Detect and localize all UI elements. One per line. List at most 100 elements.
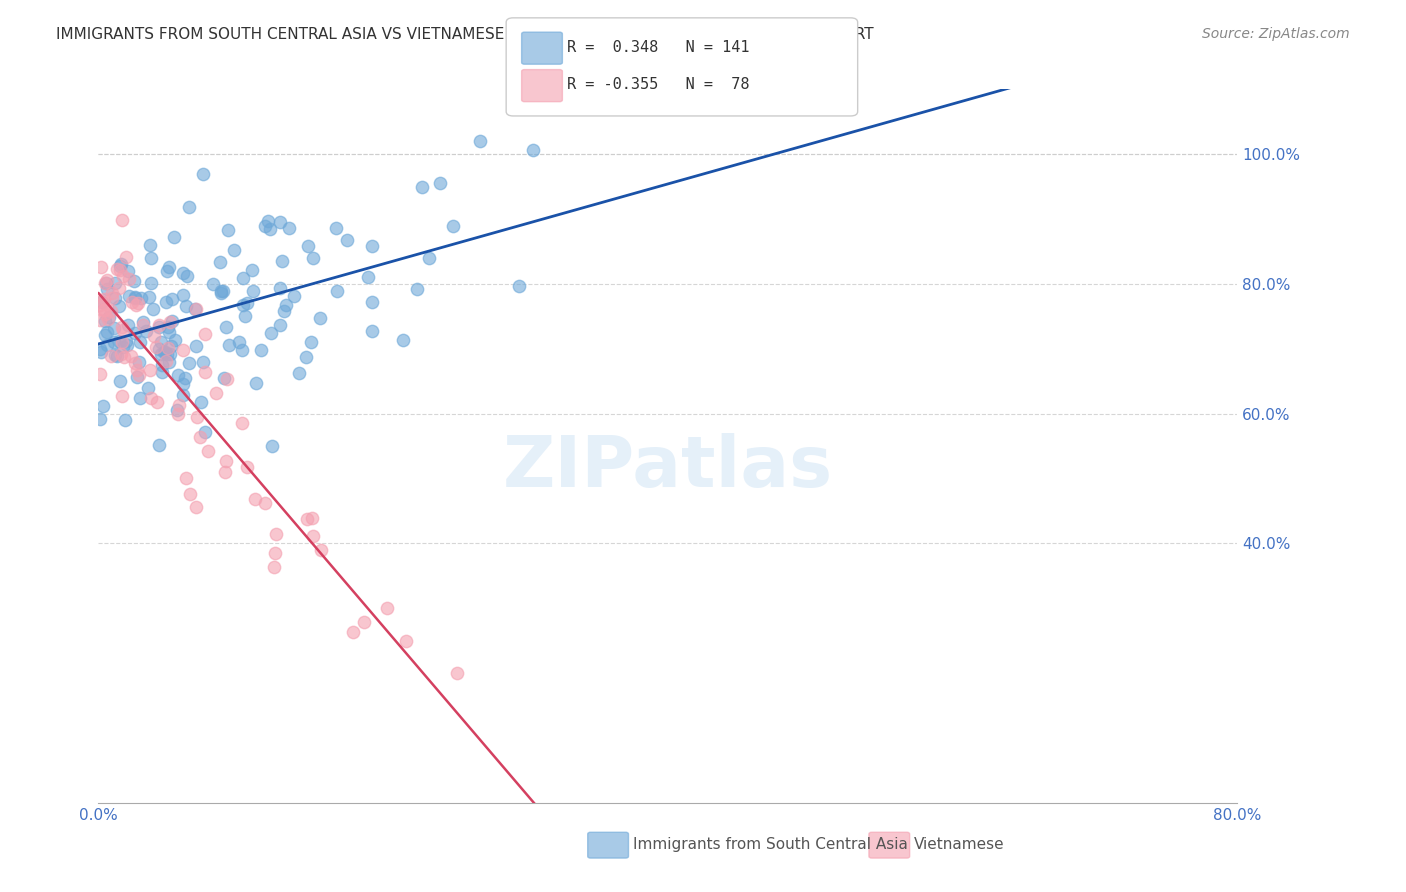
Point — [361, 324, 384, 338]
Point — [129, 391, 152, 405]
Point — [153, 344, 176, 359]
Point — [156, 347, 179, 361]
Point — [89, 313, 111, 327]
Point — [209, 284, 232, 298]
Point — [148, 342, 170, 356]
Point — [155, 353, 177, 368]
Point — [273, 303, 295, 318]
Point — [254, 219, 277, 234]
Point — [263, 560, 285, 574]
Point — [172, 388, 194, 402]
Point — [156, 341, 179, 355]
Point — [209, 285, 232, 300]
Point — [232, 298, 254, 312]
Point — [242, 284, 264, 298]
Text: R = -0.355   N =  78: R = -0.355 N = 78 — [567, 78, 749, 92]
Point — [136, 381, 159, 395]
Text: Source: ZipAtlas.com: Source: ZipAtlas.com — [1202, 27, 1350, 41]
Point — [139, 252, 162, 266]
Point — [90, 260, 112, 274]
Point — [110, 257, 132, 271]
Point — [204, 386, 226, 401]
Point — [177, 356, 200, 370]
Point — [110, 213, 132, 227]
Point — [215, 320, 238, 334]
Point — [143, 328, 166, 343]
Point — [155, 295, 177, 310]
Point — [150, 359, 173, 373]
Point — [233, 309, 256, 323]
Point — [468, 134, 491, 148]
Point — [167, 398, 190, 412]
Point — [100, 304, 122, 318]
Text: Vietnamese: Vietnamese — [914, 838, 1004, 852]
Point — [215, 371, 238, 385]
Point — [166, 402, 188, 417]
Point — [209, 255, 232, 269]
Point — [127, 369, 149, 384]
Point — [264, 527, 287, 541]
Point — [309, 310, 332, 325]
Point — [145, 340, 167, 354]
Point — [326, 284, 349, 298]
Point — [93, 302, 115, 317]
Point — [89, 342, 111, 356]
Point — [215, 454, 238, 468]
Point — [392, 333, 415, 347]
Point — [325, 221, 347, 235]
Text: IMMIGRANTS FROM SOUTH CENTRAL ASIA VS VIETNAMESE COLLEGE, UNDER 1 YEAR CORRELATI: IMMIGRANTS FROM SOUTH CENTRAL ASIA VS VI… — [56, 27, 875, 42]
Point — [124, 290, 146, 304]
Point — [110, 347, 132, 361]
Point — [186, 410, 208, 425]
Point — [294, 350, 316, 364]
Point — [96, 338, 118, 352]
Point — [188, 430, 211, 444]
Point — [150, 365, 173, 379]
Point — [357, 269, 380, 284]
Point — [174, 471, 197, 485]
Point — [194, 425, 217, 440]
Point — [156, 264, 179, 278]
Point — [212, 284, 235, 298]
Point — [176, 299, 198, 313]
Point — [118, 289, 141, 303]
Point — [240, 263, 263, 277]
Point — [96, 282, 118, 296]
Point — [139, 363, 162, 377]
Point — [257, 213, 280, 227]
Point — [184, 301, 207, 316]
Point — [360, 294, 382, 309]
Point — [139, 392, 162, 406]
Point — [93, 314, 115, 328]
Point — [260, 439, 283, 453]
Point — [96, 276, 118, 290]
Point — [98, 310, 121, 325]
Point — [89, 298, 111, 312]
Point — [117, 318, 139, 333]
Point — [112, 323, 135, 337]
Point — [148, 318, 170, 332]
Point — [222, 243, 245, 257]
Point — [90, 294, 112, 309]
Point — [166, 368, 188, 383]
Point — [148, 320, 170, 334]
Point — [232, 271, 254, 285]
Point — [89, 411, 111, 425]
Point — [245, 376, 267, 390]
Point — [128, 368, 150, 382]
Point — [132, 315, 155, 329]
Point — [353, 615, 375, 630]
Point — [104, 291, 127, 305]
Point — [104, 276, 127, 290]
Point — [111, 389, 134, 403]
Point — [231, 416, 253, 430]
Point — [184, 339, 207, 353]
Point — [336, 234, 359, 248]
Point — [301, 510, 323, 524]
Point — [124, 326, 146, 340]
Point — [108, 299, 131, 313]
Text: Immigrants from South Central Asia: Immigrants from South Central Asia — [633, 838, 908, 852]
Point — [112, 340, 135, 354]
Point — [411, 180, 433, 194]
Point — [288, 366, 311, 380]
